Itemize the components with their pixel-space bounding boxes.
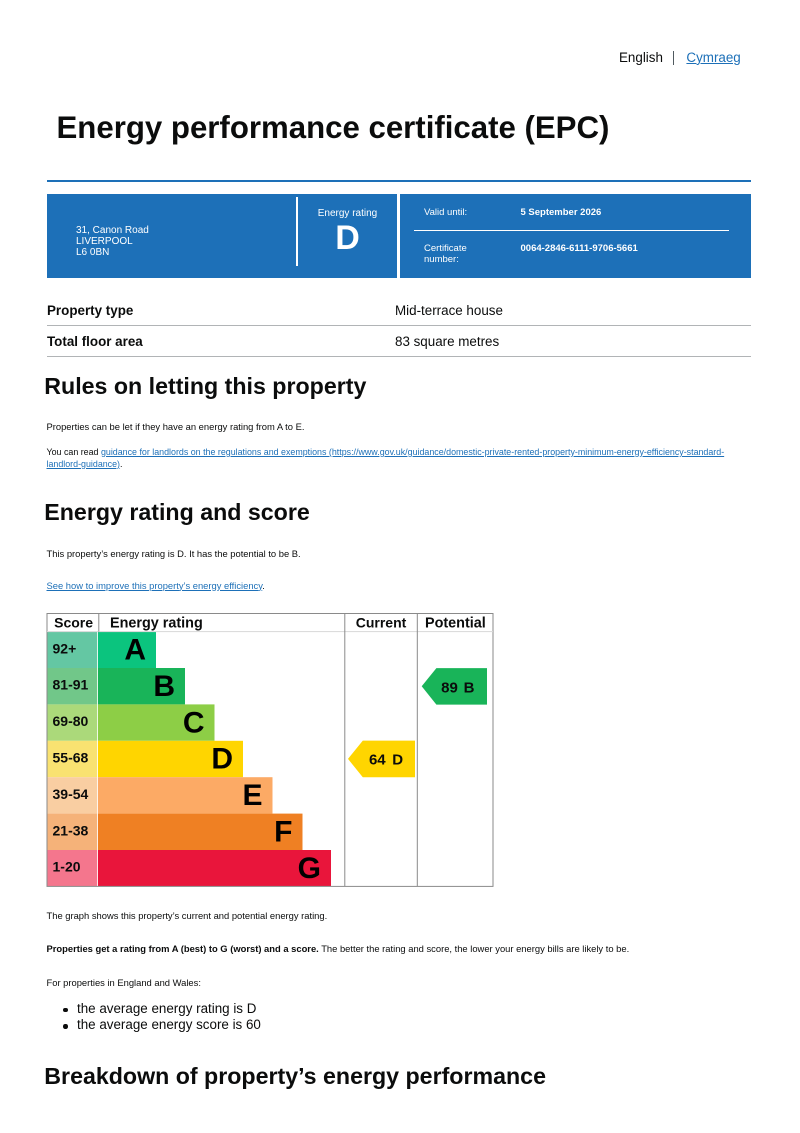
svg-text:D: D [211, 743, 233, 776]
svg-text:Score: Score [54, 614, 93, 630]
svg-text:B: B [153, 670, 175, 703]
svg-text:F: F [274, 816, 292, 849]
svg-text:39-54: 39-54 [53, 786, 89, 802]
svg-text:Current: Current [356, 614, 407, 630]
svg-text:A: A [124, 634, 146, 667]
svg-text:21-38: 21-38 [53, 822, 89, 838]
svg-text:Potential: Potential [425, 615, 486, 631]
svg-text:E: E [242, 779, 262, 812]
svg-text:Energy rating: Energy rating [110, 615, 203, 631]
svg-text:B: B [464, 680, 475, 697]
svg-text:D: D [392, 752, 403, 769]
svg-text:69-80: 69-80 [53, 713, 89, 729]
svg-text:C: C [183, 706, 205, 739]
svg-text:G: G [298, 852, 321, 885]
svg-text:92+: 92+ [53, 640, 77, 656]
svg-text:1-20: 1-20 [53, 859, 81, 875]
svg-text:55-68: 55-68 [53, 750, 89, 766]
svg-text:64: 64 [369, 752, 386, 769]
svg-text:81-91: 81-91 [53, 677, 89, 693]
svg-text:89: 89 [441, 680, 458, 697]
